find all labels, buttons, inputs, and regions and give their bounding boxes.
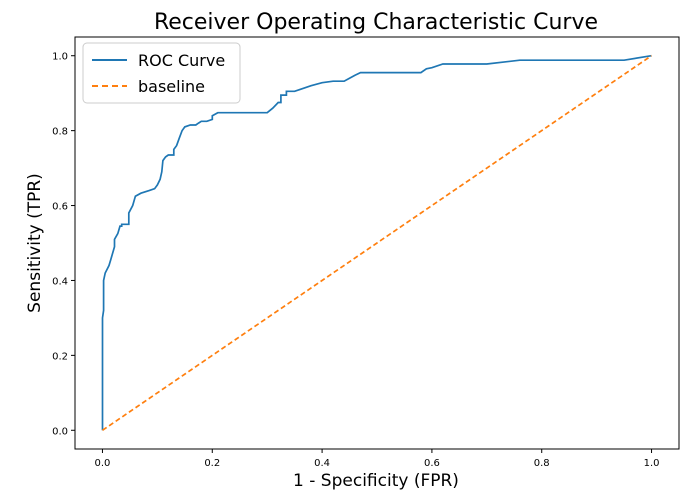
x-axis-label: 1 - Specificity (FPR)	[293, 471, 459, 491]
legend-roc-label: ROC Curve	[138, 51, 225, 70]
x-tick-label: 0.6	[424, 458, 440, 469]
baseline-line	[102, 54, 652, 432]
y-tick-label: 0.4	[52, 276, 68, 287]
plot-frame	[74, 36, 680, 450]
x-tick-label: 0.4	[314, 458, 330, 469]
y-tick-label: 1.0	[52, 52, 68, 63]
y-axis: 0.0 0.2 0.4 0.6 0.8 1.0	[52, 52, 75, 437]
y-axis-label: Sensitivity (TPR)	[25, 173, 45, 313]
series-layer	[101, 54, 652, 432]
chart-title: Receiver Operating Characteristic Curve	[154, 10, 598, 35]
legend-baseline-label: baseline	[138, 77, 205, 96]
x-tick-label: 0.2	[204, 458, 220, 469]
x-tick-label: 0.0	[95, 458, 111, 469]
x-axis: 0.0 0.2 0.4 0.6 0.8 1.0	[95, 449, 660, 469]
x-tick-label: 1.0	[644, 458, 660, 469]
y-tick-label: 0.0	[52, 426, 68, 437]
legend-box	[82, 42, 241, 104]
x-tick-label: 0.8	[534, 458, 550, 469]
y-tick-label: 0.6	[52, 202, 68, 213]
y-tick-label: 0.8	[52, 127, 68, 138]
y-tick-label: 0.2	[52, 351, 68, 362]
roc-curve-line	[101, 54, 652, 431]
legend: ROC Curve baseline	[82, 42, 241, 104]
